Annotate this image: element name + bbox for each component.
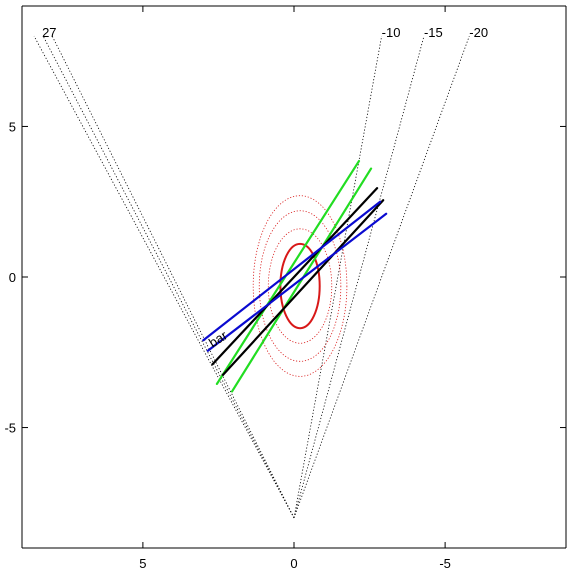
x-tick-label-2: -5 xyxy=(439,556,451,571)
contours xyxy=(252,195,348,377)
ray-0 xyxy=(33,35,295,519)
y-tick-label-0: 5 xyxy=(9,119,16,134)
ray-label-4: -15 xyxy=(424,25,443,40)
ray-3 xyxy=(293,36,383,518)
segment-3 xyxy=(221,199,385,376)
x-tick-label-0: 5 xyxy=(139,556,146,571)
segment-2 xyxy=(211,187,379,366)
contour-2 xyxy=(258,210,342,362)
ray-1 xyxy=(42,35,295,519)
segments xyxy=(202,159,388,393)
contour-1 xyxy=(267,228,333,344)
ray-2 xyxy=(51,35,295,519)
segment-0 xyxy=(215,159,361,385)
y-tick-label-1: 0 xyxy=(9,270,16,285)
ray-label-0: 27 xyxy=(42,25,56,40)
y-tick-label-2: -5 xyxy=(4,421,16,436)
ray-label-5: -20 xyxy=(469,25,488,40)
segment-4 xyxy=(202,200,382,342)
ray-label-3: -10 xyxy=(382,25,401,40)
segment-5 xyxy=(206,212,388,352)
contour-3 xyxy=(252,195,348,377)
annotation-0: bar xyxy=(206,327,230,350)
x-tick-label-1: 0 xyxy=(290,556,297,571)
ray-5 xyxy=(293,35,470,519)
labels: 27 -10 -15 -20 bar xyxy=(42,25,488,350)
ticks: 5 0 -5 5 0 -5 xyxy=(4,6,566,571)
rays xyxy=(33,35,470,519)
